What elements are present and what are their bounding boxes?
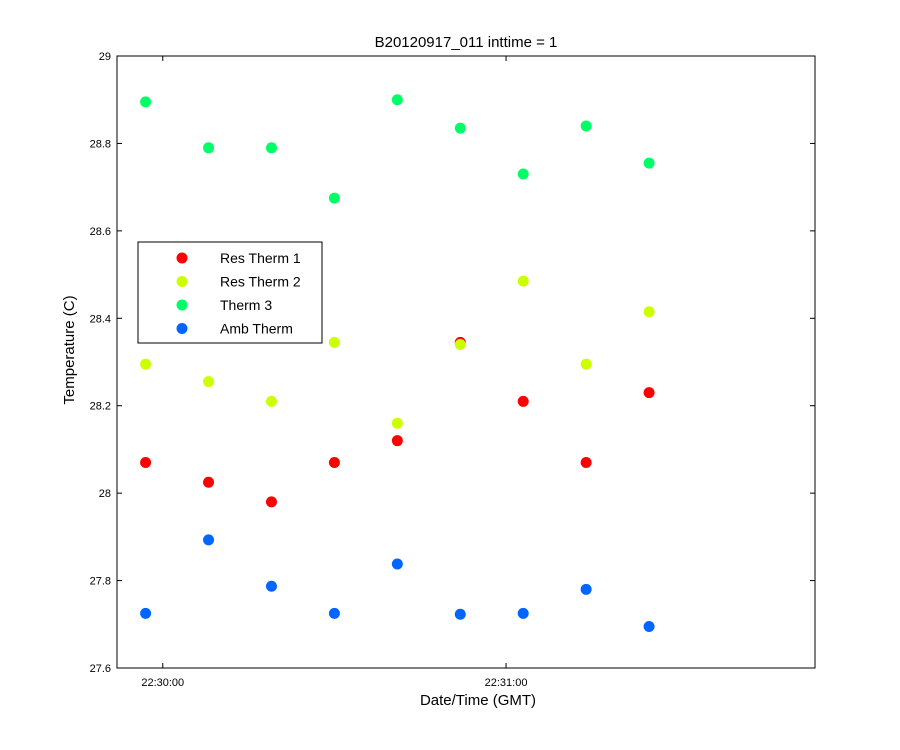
data-point: [643, 306, 655, 318]
data-point: [454, 608, 466, 620]
data-point: [265, 142, 277, 154]
y-axis-label: Temperature (C): [61, 295, 78, 404]
legend-label: Res Therm 1: [220, 250, 301, 266]
data-point: [203, 534, 215, 546]
y-tick-label: 28.2: [90, 401, 111, 413]
data-point: [265, 580, 277, 592]
data-point: [580, 358, 592, 370]
y-tick-label: 29: [99, 51, 111, 63]
data-point: [391, 435, 403, 447]
data-point: [517, 168, 529, 180]
data-point: [203, 376, 215, 388]
legend-box: [137, 241, 323, 344]
data-point: [140, 358, 152, 370]
plot-area: [116, 55, 816, 669]
data-point: [265, 395, 277, 407]
data-point: [517, 607, 529, 619]
data-point: [328, 192, 340, 204]
legend: Res Therm 1 Res Therm 2 Therm 3 Amb Therm: [137, 241, 323, 344]
legend-label: Amb Therm: [220, 321, 293, 337]
y-tick-label: 27.8: [90, 576, 111, 588]
chart-title: B20120917_011 inttime = 1: [375, 34, 558, 51]
data-point: [454, 122, 466, 134]
y-tick-label: 28: [99, 488, 111, 500]
legend-marker: [176, 252, 188, 264]
data-point: [328, 457, 340, 469]
data-point: [643, 620, 655, 632]
data-point: [391, 417, 403, 429]
data-point: [391, 94, 403, 106]
data-point: [140, 607, 152, 619]
x-axis: 22:30:00 22:31:00: [141, 56, 527, 689]
data-points: [140, 94, 655, 632]
x-axis-label: Date/Time (GMT): [420, 692, 536, 709]
y-axis: 27.6 27.8 28 28.2 28.4 28.6 28.8 29: [90, 51, 815, 675]
data-point: [643, 387, 655, 399]
data-point: [140, 457, 152, 469]
data-point: [328, 607, 340, 619]
data-point: [328, 336, 340, 348]
data-point: [140, 96, 152, 108]
legend-marker: [176, 276, 188, 287]
y-tick-label: 28.4: [90, 313, 111, 325]
legend-marker: [176, 323, 188, 334]
data-point: [580, 120, 592, 132]
data-point: [391, 558, 403, 570]
x-tick-label: 22:30:00: [141, 677, 184, 689]
y-tick-label: 28.8: [90, 138, 111, 150]
legend-marker: [176, 299, 188, 311]
data-point: [265, 496, 277, 508]
legend-label: Res Therm 2: [220, 274, 301, 290]
x-tick-label: 22:31:00: [485, 677, 528, 689]
data-point: [580, 457, 592, 469]
y-tick-label: 28.6: [90, 226, 111, 238]
data-point: [643, 157, 655, 169]
data-point: [203, 142, 215, 154]
data-point: [454, 339, 466, 351]
data-point: [517, 275, 529, 287]
legend-label: Therm 3: [220, 297, 272, 313]
data-point: [203, 476, 215, 488]
data-point: [580, 583, 592, 595]
y-tick-label: 27.6: [90, 663, 111, 675]
data-point: [517, 395, 529, 407]
